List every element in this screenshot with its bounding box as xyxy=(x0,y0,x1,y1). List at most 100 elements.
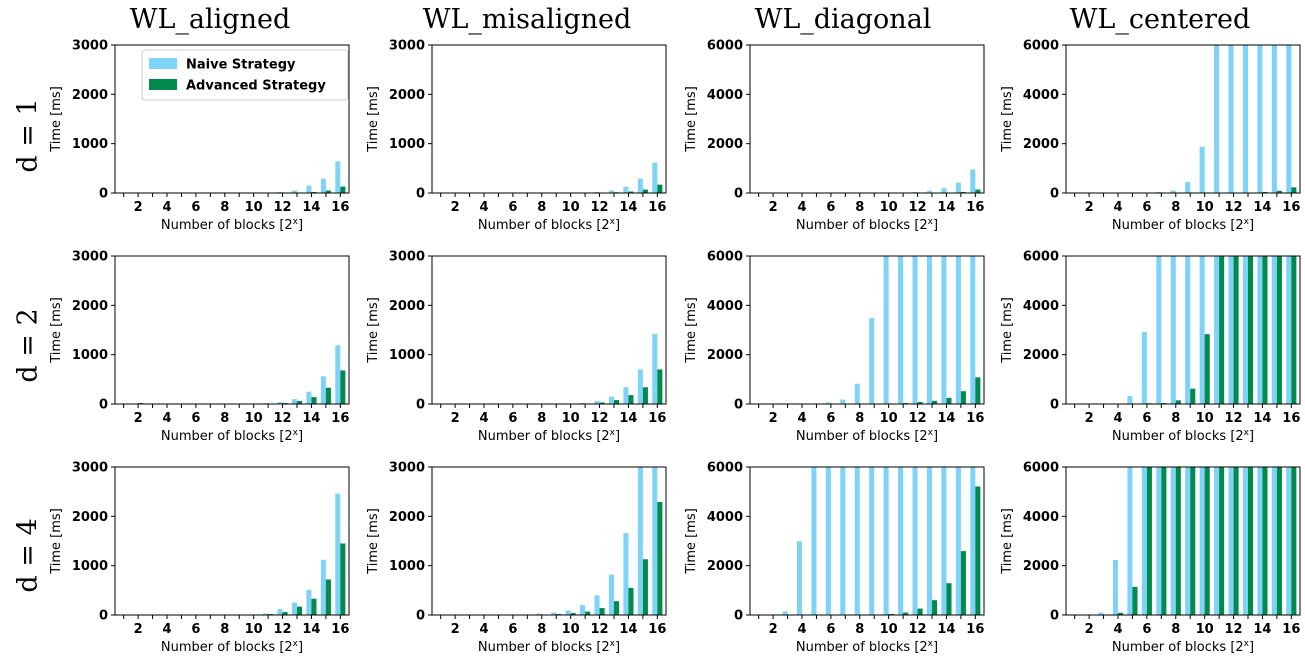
y-tick-label: 1000 xyxy=(389,559,425,574)
bar-naive xyxy=(1170,467,1176,615)
bar-naive xyxy=(1185,181,1191,193)
bar-naive xyxy=(1199,467,1205,615)
x-tick-label: 12 xyxy=(909,411,927,426)
y-tick-label: 2000 xyxy=(1023,137,1059,152)
plot-frame xyxy=(114,44,350,194)
y-tick-label: 2000 xyxy=(389,299,425,314)
bar-advanced xyxy=(1219,467,1225,615)
column-title-wl-misaligned: WL_misaligned xyxy=(422,4,632,35)
x-tick-label: 12 xyxy=(274,200,292,215)
bar-naive xyxy=(854,383,860,404)
y-axis-label: Time [ms] xyxy=(684,508,699,575)
bar-naive xyxy=(306,391,312,404)
bar-advanced xyxy=(1175,400,1181,404)
x-tick-label: 14 xyxy=(302,200,320,215)
y-tick-label: 4000 xyxy=(1023,88,1059,103)
x-tick-label: 4 xyxy=(162,200,171,215)
bar-advanced xyxy=(599,402,605,404)
bar-advanced xyxy=(311,397,317,404)
chart-panel-12: 0 2000 4000 6000 2 4 6 8 10 12 14 16 Number of block… xyxy=(1000,461,1301,655)
bar-naive xyxy=(1127,395,1133,404)
y-tick-label: 0 xyxy=(416,609,425,624)
bar-advanced xyxy=(1190,467,1196,615)
x-tick-label: 16 xyxy=(648,411,666,426)
x-tick-label: 2 xyxy=(769,411,778,426)
x-axis-label: Number of blocks [2x] xyxy=(1112,428,1254,444)
bar-advanced xyxy=(960,551,966,615)
x-tick-label: 16 xyxy=(1282,411,1300,426)
x-tick-label: 14 xyxy=(937,200,955,215)
bar-naive xyxy=(898,256,904,404)
y-axis-label: Time [ms] xyxy=(49,508,64,575)
y-tick-label: 3000 xyxy=(389,39,425,54)
plot-frame xyxy=(114,466,350,616)
y-tick-label: 0 xyxy=(99,609,108,624)
bar-naive xyxy=(1286,256,1292,404)
bar-advanced xyxy=(946,397,952,404)
bar-naive xyxy=(1214,467,1220,615)
x-tick-label: 8 xyxy=(220,622,229,637)
x-tick-label: 8 xyxy=(855,411,864,426)
y-tick-label: 0 xyxy=(1050,398,1059,413)
x-tick-label: 12 xyxy=(591,622,609,637)
chart-panel-2: 0 1000 2000 3000 2 4 6 8 10 12 14 16 Number of block… xyxy=(366,39,667,233)
bar-naive xyxy=(580,605,586,615)
y-tick-label: 0 xyxy=(416,398,425,413)
bar-naive xyxy=(320,376,326,404)
bar-naive xyxy=(1286,467,1292,615)
bar-naive xyxy=(594,595,600,615)
bar-naive xyxy=(840,399,846,404)
x-tick-label: 12 xyxy=(909,200,927,215)
chart-panel-6: 0 1000 2000 3000 2 4 6 8 10 12 14 16 Number of block… xyxy=(366,250,667,444)
bar-naive xyxy=(898,467,904,615)
bar-naive xyxy=(306,185,312,193)
bar-naive xyxy=(840,467,846,615)
x-tick-label: 8 xyxy=(537,200,546,215)
x-tick-label: 16 xyxy=(1282,622,1300,637)
y-tick-label: 6000 xyxy=(707,461,743,476)
bar-advanced xyxy=(657,184,663,193)
bar-naive xyxy=(263,613,269,615)
bar-naive xyxy=(335,161,341,193)
bar-naive xyxy=(869,318,875,404)
bar-naive xyxy=(1199,256,1205,404)
x-tick-label: 14 xyxy=(937,411,955,426)
plot-frame xyxy=(431,466,667,616)
x-tick-label: 4 xyxy=(797,200,806,215)
x-tick-label: 8 xyxy=(855,622,864,637)
bar-advanced xyxy=(642,559,648,615)
bar-naive xyxy=(1141,467,1147,615)
bar-naive xyxy=(335,493,341,615)
bar-naive xyxy=(1228,467,1234,615)
y-axis-label: Time [ms] xyxy=(49,86,64,153)
x-axis-label: Number of blocks [2x] xyxy=(478,639,620,655)
y-tick-label: 0 xyxy=(1050,609,1059,624)
x-tick-label: 4 xyxy=(479,411,488,426)
bar-naive xyxy=(825,402,831,404)
bar-naive xyxy=(1156,467,1162,615)
y-tick-label: 2000 xyxy=(72,88,108,103)
x-tick-label: 14 xyxy=(937,622,955,637)
x-tick-label: 16 xyxy=(1282,200,1300,215)
x-tick-label: 12 xyxy=(1225,200,1243,215)
bar-advanced xyxy=(614,601,620,615)
bar-advanced xyxy=(297,606,303,615)
bar-advanced xyxy=(1161,467,1167,615)
bar-naive xyxy=(1271,45,1277,193)
bar-advanced xyxy=(1276,256,1282,404)
legend-swatch-naive xyxy=(149,58,177,69)
x-tick-label: 12 xyxy=(274,411,292,426)
chart-panel-9: 0 1000 2000 3000 2 4 6 8 10 12 14 16 Number of block… xyxy=(49,461,350,655)
x-tick-label: 14 xyxy=(619,200,637,215)
x-tick-label: 10 xyxy=(562,200,580,215)
x-tick-label: 16 xyxy=(331,622,349,637)
bar-advanced xyxy=(340,186,346,193)
bar-naive xyxy=(1127,467,1133,615)
x-tick-label: 14 xyxy=(619,411,637,426)
x-tick-label: 16 xyxy=(966,622,984,637)
bar-advanced xyxy=(642,189,648,193)
bar-naive xyxy=(277,609,283,615)
plot-frame xyxy=(1065,466,1301,616)
bar-naive xyxy=(796,541,802,615)
x-axis-label: Number of blocks [2x] xyxy=(1112,217,1254,233)
